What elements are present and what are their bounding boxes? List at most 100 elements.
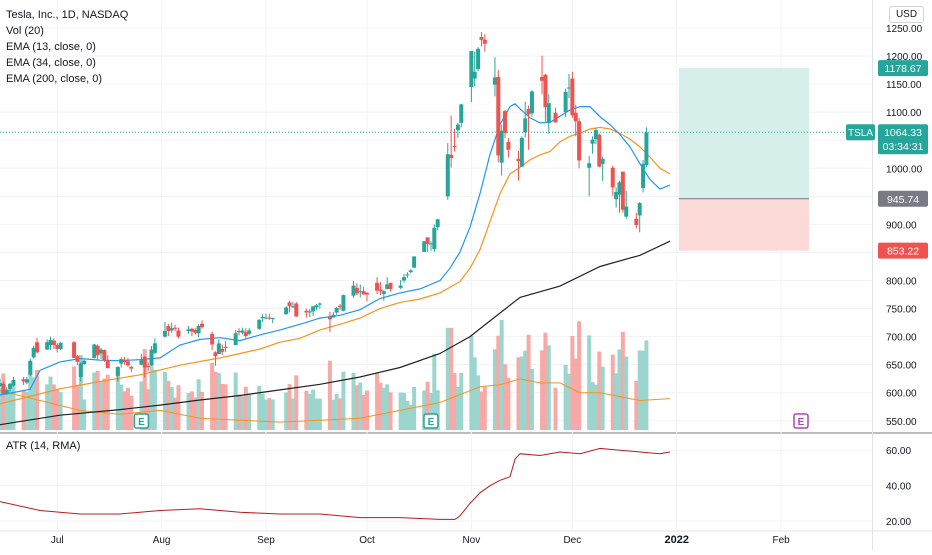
candle-body[interactable]: [540, 76, 545, 81]
candle-body[interactable]: [388, 282, 393, 289]
candle-body[interactable]: [637, 203, 642, 216]
candle-body[interactable]: [408, 270, 413, 273]
candle-body[interactable]: [472, 71, 477, 79]
candle-body[interactable]: [412, 256, 417, 268]
candle-body[interactable]: [173, 327, 178, 329]
candle-body[interactable]: [294, 303, 299, 317]
candle-body[interactable]: [189, 328, 194, 332]
earnings-marker[interactable]: E: [423, 413, 439, 429]
candle-body[interactable]: [260, 316, 265, 319]
candle-body[interactable]: [516, 158, 521, 162]
earnings-marker[interactable]: E: [133, 413, 150, 429]
candle-body[interactable]: [4, 389, 9, 394]
candle-body[interactable]: [99, 349, 104, 354]
candle-body[interactable]: [600, 158, 605, 164]
candle-body[interactable]: [577, 121, 582, 161]
candle-body[interactable]: [405, 274, 410, 276]
candle-body[interactable]: [311, 306, 316, 312]
candle-body[interactable]: [21, 379, 26, 382]
candle-body[interactable]: [385, 284, 390, 289]
candle-body[interactable]: [193, 329, 198, 333]
candle-body[interactable]: [243, 332, 248, 337]
candle-body[interactable]: [422, 241, 427, 252]
candle-body[interactable]: [523, 118, 528, 133]
candle-body[interactable]: [425, 237, 430, 245]
candle-body[interactable]: [435, 219, 440, 228]
candle-body[interactable]: [267, 317, 272, 319]
candle-body[interactable]: [610, 167, 615, 188]
candle-body[interactable]: [563, 92, 568, 113]
candle-body[interactable]: [566, 87, 571, 89]
candle-body[interactable]: [223, 346, 228, 348]
candle-body[interactable]: [479, 37, 484, 40]
candle-body[interactable]: [0, 383, 2, 386]
candle-body[interactable]: [459, 104, 464, 123]
candle-body[interactable]: [354, 287, 359, 294]
candle-body[interactable]: [529, 91, 534, 114]
candle-body[interactable]: [92, 344, 97, 358]
candle-body[interactable]: [364, 292, 369, 295]
candle-body[interactable]: [314, 305, 319, 308]
candle-body[interactable]: [307, 311, 312, 313]
candle-body[interactable]: [476, 48, 481, 70]
candle-body[interactable]: [129, 366, 134, 369]
candle-body[interactable]: [125, 361, 130, 366]
candle-body[interactable]: [24, 379, 29, 383]
candle-body[interactable]: [105, 360, 110, 369]
volume-legend[interactable]: Vol (20): [6, 25, 44, 37]
candle-body[interactable]: [614, 191, 619, 200]
candle-body[interactable]: [290, 306, 295, 308]
candle-body[interactable]: [75, 356, 80, 362]
candle-body[interactable]: [176, 330, 181, 337]
candle-body[interactable]: [482, 39, 487, 44]
candle-body[interactable]: [45, 342, 50, 350]
symbol-title[interactable]: Tesla, Inc., 1D, NASDAQ: [6, 9, 129, 21]
candle-body[interactable]: [304, 310, 309, 313]
candle-body[interactable]: [445, 154, 450, 197]
candle-body[interactable]: [51, 340, 56, 346]
ema13-legend[interactable]: EMA (13, close, 0): [6, 41, 96, 53]
candle-body[interactable]: [492, 77, 497, 85]
candle-body[interactable]: [287, 302, 292, 307]
candle-body[interactable]: [428, 243, 433, 245]
candle-body[interactable]: [220, 348, 225, 352]
profit-zone[interactable]: [679, 68, 809, 199]
candle-body[interactable]: [216, 343, 221, 355]
candle-body[interactable]: [78, 363, 83, 378]
candle-body[interactable]: [553, 112, 558, 123]
candle-body[interactable]: [334, 308, 339, 313]
candle-body[interactable]: [48, 339, 53, 346]
candle-body[interactable]: [11, 379, 16, 386]
candle-body[interactable]: [166, 325, 171, 332]
candle-body[interactable]: [455, 124, 460, 131]
candle-body[interactable]: [402, 277, 407, 281]
candle-body[interactable]: [102, 350, 107, 361]
candle-body[interactable]: [331, 314, 336, 318]
candle-body[interactable]: [146, 365, 151, 367]
candle-body[interactable]: [351, 285, 356, 296]
candle-body[interactable]: [196, 325, 201, 334]
candle-body[interactable]: [317, 303, 322, 305]
candle-body[interactable]: [617, 182, 622, 195]
candle-body[interactable]: [375, 282, 380, 291]
candle-body[interactable]: [469, 51, 474, 87]
candle-body[interactable]: [142, 356, 147, 368]
candle-body[interactable]: [237, 331, 242, 333]
candle-body[interactable]: [519, 138, 524, 167]
candle-body[interactable]: [1, 383, 6, 394]
candle-body[interactable]: [593, 130, 598, 140]
ema34-legend[interactable]: EMA (34, close, 0): [6, 57, 96, 69]
candle-body[interactable]: [449, 154, 454, 159]
ema200-legend[interactable]: EMA (200, close, 0): [6, 73, 102, 85]
candle-body[interactable]: [240, 330, 245, 333]
candle-body[interactable]: [620, 171, 625, 210]
candle-body[interactable]: [162, 331, 167, 337]
candle-body[interactable]: [55, 345, 60, 349]
candle-body[interactable]: [149, 349, 154, 366]
candle-body[interactable]: [169, 328, 174, 331]
candle-body[interactable]: [8, 383, 13, 389]
candle-body[interactable]: [233, 333, 238, 346]
candle-body[interactable]: [263, 317, 268, 319]
candle-body[interactable]: [338, 305, 343, 307]
